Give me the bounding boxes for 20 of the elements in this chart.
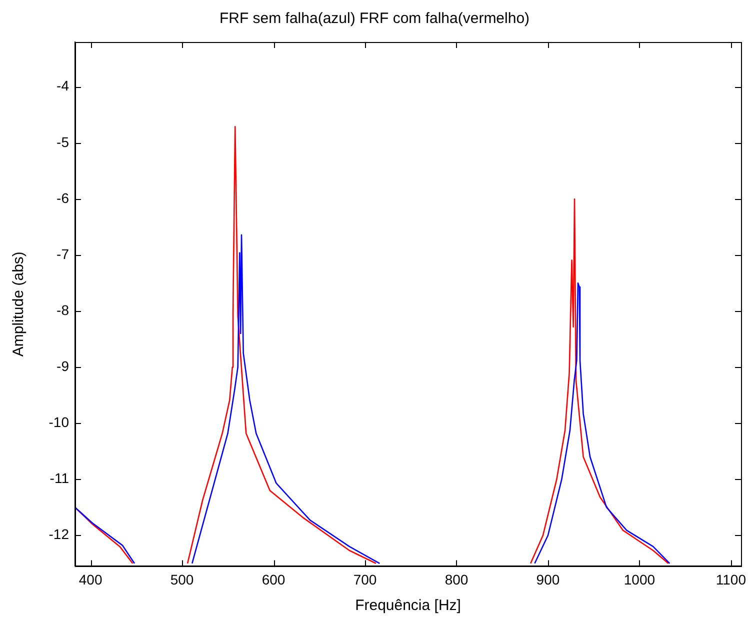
x-tick-label: 800 [444, 571, 468, 588]
y-tick-label: -12 [48, 526, 70, 542]
x-axis-title: Frequência [Hz] [355, 597, 461, 614]
x-tick-label: 500 [170, 571, 194, 588]
y-tick-label: -5 [56, 134, 70, 150]
y-tick-label: -7 [56, 246, 70, 262]
y-tick-label: -4 [56, 78, 70, 94]
x-tick-label: 900 [536, 571, 560, 588]
x-tick-label: 400 [78, 571, 102, 588]
y-axis-title: Amplitude (abs) [10, 252, 28, 357]
x-tick-label: 700 [353, 571, 377, 588]
x-tick-label: 1100 [716, 571, 746, 588]
y-tick-label: -6 [56, 190, 70, 206]
y-tick-label: -8 [56, 302, 70, 318]
x-tick-label: 1000 [624, 571, 656, 588]
chart-title: FRF sem falha(azul) FRF com falha(vermelho) [219, 10, 530, 28]
x-tick-label: 600 [262, 571, 286, 588]
y-tick-label: -9 [56, 358, 70, 374]
y-tick-label: -11 [50, 470, 70, 486]
y-tick-label: -10 [48, 414, 70, 430]
